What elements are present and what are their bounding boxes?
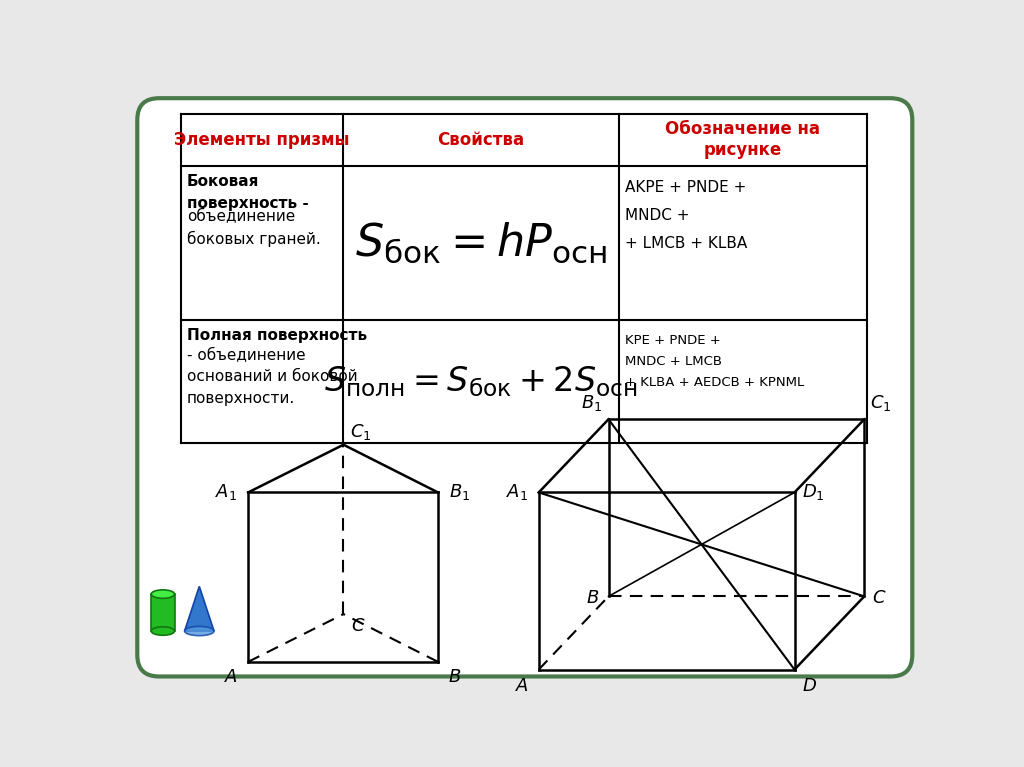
Text: Боковая
поверхность -: Боковая поверхность - — [187, 173, 308, 211]
Text: C: C — [351, 617, 364, 635]
Text: C: C — [872, 589, 885, 607]
Text: A: A — [225, 668, 238, 686]
Text: - объединение
оснований и боковой
поверхности.: - объединение оснований и боковой поверх… — [187, 347, 357, 407]
Polygon shape — [184, 587, 214, 631]
Ellipse shape — [184, 627, 214, 636]
Text: Обозначение на
рисунке: Обозначение на рисунке — [665, 120, 820, 160]
Text: B: B — [449, 668, 461, 686]
Text: D: D — [802, 677, 816, 695]
Text: $A_1$: $A_1$ — [506, 482, 528, 502]
Text: $C_1$: $C_1$ — [870, 393, 892, 413]
Text: KPE + PNDE +
MNDC + LMCB
+ KLBA + AEDCB + KPNML: KPE + PNDE + MNDC + LMCB + KLBA + AEDCB … — [625, 334, 804, 389]
Text: $B_1$: $B_1$ — [581, 393, 602, 413]
Text: B: B — [587, 589, 599, 607]
Text: AKPE + PNDE +
MNDC +
+ LMCB + KLBA: AKPE + PNDE + MNDC + + LMCB + KLBA — [625, 179, 748, 252]
Bar — [152, 594, 174, 631]
Ellipse shape — [152, 627, 174, 635]
Bar — [180, 114, 866, 443]
Text: Полная поверхность: Полная поверхность — [187, 328, 367, 343]
Ellipse shape — [152, 590, 174, 598]
Text: $\mathit{S}_{\mathsf{полн}} = \mathit{S}_{\mathsf{бок}} + 2\mathit{S}_{\mathsf{о: $\mathit{S}_{\mathsf{полн}} = \mathit{S}… — [325, 364, 638, 399]
Text: $C_1$: $C_1$ — [349, 422, 371, 442]
Text: объединение
боковых граней.: объединение боковых граней. — [187, 209, 321, 248]
Text: Свойства: Свойства — [437, 131, 524, 149]
Text: A: A — [515, 677, 528, 695]
Text: $D_1$: $D_1$ — [802, 482, 825, 502]
Text: $\mathit{S}_{\mathsf{бок}} = h\mathit{P}_{\mathsf{осн}}$: $\mathit{S}_{\mathsf{бок}} = h\mathit{P}… — [355, 221, 607, 265]
Text: Элементы призмы: Элементы призмы — [174, 131, 350, 149]
FancyBboxPatch shape — [137, 98, 912, 676]
Text: $A_1$: $A_1$ — [215, 482, 238, 502]
Text: $B_1$: $B_1$ — [449, 482, 470, 502]
